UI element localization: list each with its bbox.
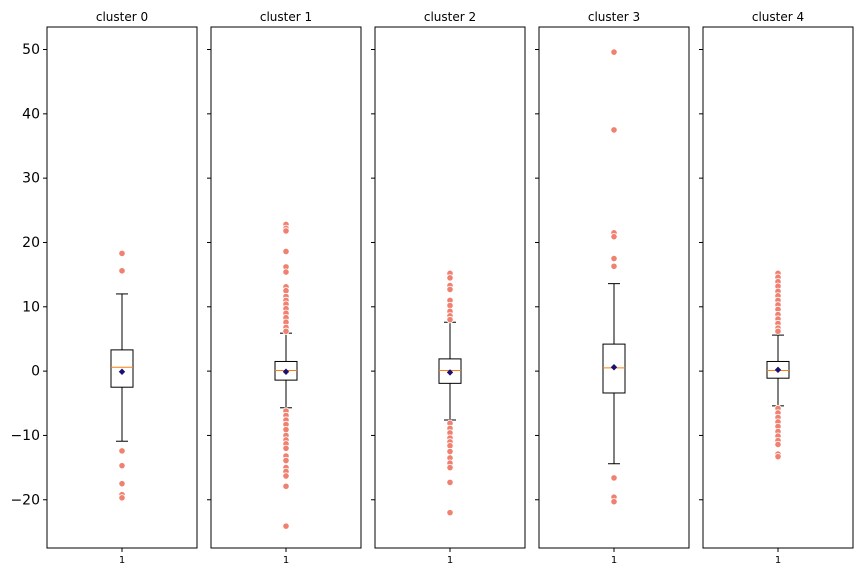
outlier-point (118, 480, 126, 488)
x-tick-label: 1 (283, 555, 289, 566)
panel-title: cluster 4 (752, 10, 804, 24)
outlier-point (118, 267, 126, 275)
x-tick-label: 1 (119, 555, 125, 566)
y-tick-label: 0 (31, 364, 40, 380)
x-tick-label: 1 (611, 555, 617, 566)
outlier-point (282, 444, 290, 452)
outlier-point (610, 126, 618, 134)
mean-marker (610, 364, 618, 371)
outlier-point (774, 327, 782, 335)
mean-marker (774, 366, 782, 374)
mean-marker (446, 369, 454, 376)
y-tick-label: −20 (10, 492, 40, 508)
y-tick-label: 10 (22, 299, 40, 315)
outlier-point (446, 274, 454, 282)
outlier-point (282, 472, 290, 480)
outlier-point (282, 268, 290, 276)
panel-cluster-1: cluster 1 1 (207, 10, 362, 566)
outlier-point (446, 463, 454, 472)
y-tick-label: 50 (22, 42, 40, 58)
outlier-point (446, 509, 454, 517)
y-tick-label: 20 (22, 235, 40, 251)
panel-cluster-2: cluster 2 1 (371, 10, 526, 566)
panel-title: cluster 1 (260, 10, 312, 24)
outlier-point (282, 247, 290, 256)
panel-title: cluster 3 (588, 10, 640, 24)
panel-cluster-4: cluster 4 1 (699, 10, 854, 566)
iqr-box (110, 349, 134, 388)
panel-title: cluster 2 (424, 10, 476, 24)
outlier-point (282, 522, 290, 530)
mean-marker (118, 368, 126, 375)
outlier-point (610, 233, 618, 241)
outlier-point (282, 327, 290, 335)
outlier-point (282, 482, 290, 490)
panel-cluster-0: cluster 0 1 −20 −10 0 10 20 30 40 50 (10, 10, 198, 566)
outlier-point (610, 254, 618, 263)
outlier-point (610, 474, 618, 482)
outlier-point (282, 456, 290, 465)
axes-frame (46, 26, 198, 549)
outlier-point (610, 498, 618, 506)
outlier-point (118, 249, 126, 258)
outlier-point (282, 227, 290, 235)
panel-cluster-3: cluster 3 1 (535, 10, 690, 566)
y-tick-label: 40 (22, 106, 40, 122)
outlier-point (446, 316, 454, 324)
outlier-point (446, 478, 454, 486)
mean-marker (282, 368, 290, 375)
y-tick-label: 30 (22, 171, 40, 187)
outlier-point (446, 447, 454, 456)
outlier-point (118, 494, 126, 502)
outlier-point (118, 462, 126, 470)
outlier-point (610, 48, 618, 56)
panel-title: cluster 0 (96, 10, 148, 24)
outlier-point (774, 440, 782, 449)
y-tick-label: −10 (10, 428, 40, 444)
outlier-point (610, 262, 618, 270)
outlier-point (118, 447, 126, 455)
x-tick-label: 1 (447, 555, 453, 566)
outlier-point (774, 453, 782, 461)
outlier-point (446, 285, 454, 294)
x-tick-label: 1 (775, 555, 781, 566)
